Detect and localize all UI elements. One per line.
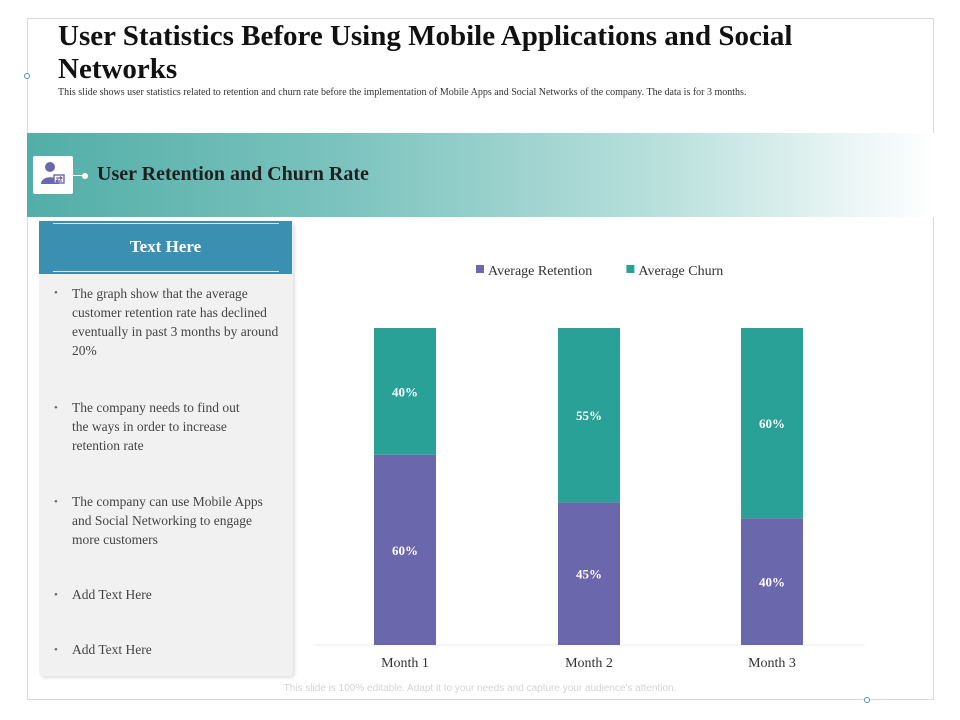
slide-frame <box>27 18 934 700</box>
bullet-text-5: Add Text Here <box>72 642 152 657</box>
bullet-marker: • <box>54 287 58 299</box>
legend-label-1: Average Retention <box>488 264 592 279</box>
bar-average-churn-2 <box>558 328 620 503</box>
bullet-marker: • <box>54 496 58 508</box>
slide-subtitle: This slide shows user statistics related… <box>58 87 747 98</box>
banner-connector-line <box>73 175 84 176</box>
bar-average-retention-2 <box>558 502 620 645</box>
data-label-1-3: 40% <box>759 575 785 590</box>
x-tick-label-1: Month 1 <box>381 656 429 671</box>
legend-label-2: Average Churn <box>638 264 723 279</box>
retention-churn-chart: Average Retention Average Churn 60% 40% Mont… <box>315 264 865 671</box>
bar-average-retention-3 <box>741 518 803 645</box>
bullet-marker: • <box>54 402 58 414</box>
legend-swatch-2 <box>626 265 635 273</box>
slide-title: User Statistics Before Using Mobile Appl… <box>58 20 793 85</box>
data-label-1-1: 60% <box>392 543 418 558</box>
banner-connector-dot <box>82 172 88 179</box>
bar-average-churn-3 <box>741 328 803 519</box>
legend-swatch-1 <box>476 265 484 273</box>
section-banner <box>27 133 934 217</box>
data-label-2-3: 60% <box>759 416 785 431</box>
bullet-marker: • <box>54 589 58 601</box>
bar-average-retention-1 <box>374 454 436 645</box>
bullet-text-1: The graph show that the average customer… <box>72 286 279 358</box>
user-sync-icon <box>40 160 66 191</box>
panel-header-title: Text Here <box>129 237 202 256</box>
frame-corner-dot-bottom <box>864 697 870 703</box>
panel-header-line-top <box>53 223 279 224</box>
x-tick-label-2: Month 2 <box>565 656 613 671</box>
data-label-2-1: 40% <box>392 384 418 399</box>
footer-note: This slide is 100% editable. Adapt it to… <box>283 683 677 694</box>
frame-corner-dot-left <box>24 73 30 79</box>
x-tick-label-3: Month 3 <box>748 656 796 671</box>
data-label-1-2: 45% <box>576 567 602 582</box>
data-label-2-2: 55% <box>576 408 602 423</box>
section-title: User Retention and Churn Rate <box>97 163 369 185</box>
bar-average-churn-1 <box>374 328 436 455</box>
text-panel <box>39 221 293 676</box>
bullet-text-4: Add Text Here <box>72 587 152 602</box>
bullet-text-3: The company can use Mobile Apps and Soci… <box>72 494 263 547</box>
panel-header-line-bottom <box>53 271 279 272</box>
text-panel-header <box>39 221 292 274</box>
banner-icon-container <box>33 156 73 194</box>
bullet-marker: • <box>54 644 58 656</box>
bullet-text-2: The company needs to find out the ways i… <box>72 400 240 453</box>
